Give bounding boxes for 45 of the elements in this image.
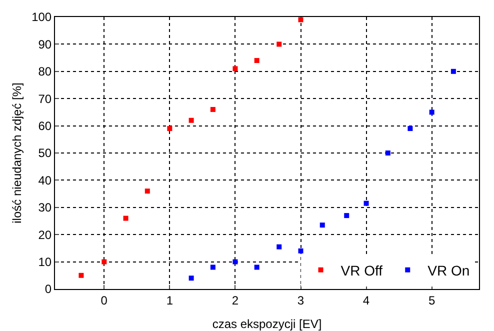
point [408,126,413,132]
point [429,110,434,115]
x-tick-label: 4 [362,293,370,308]
point [276,42,282,47]
point [188,118,194,123]
point [167,126,172,132]
point [210,106,216,112]
point [144,188,150,194]
point [254,58,260,64]
y-tick-label: 100 [32,10,52,24]
point [385,150,390,156]
point [254,264,260,270]
point [78,272,84,278]
point [320,222,325,228]
point [210,264,216,270]
y-tick-label: 70 [38,92,52,106]
y-tick-label: 20 [38,228,52,242]
point [232,259,238,264]
y-tick-label: 40 [38,173,52,188]
point [276,244,282,250]
x-tick-label: 1 [166,293,174,308]
point [298,248,304,254]
y-tick-label: 30 [38,200,52,215]
point [298,17,304,22]
point [102,259,107,264]
x-axis-title: czas ekspozycji [EV] [212,317,322,331]
y-tick-label: 60 [38,119,52,133]
x-tick-label: 2 [232,293,239,308]
legend-label: VR Off [340,262,383,278]
y-tick-label: 90 [38,37,52,52]
point [188,276,194,281]
y-tick-label: 0 [44,282,52,296]
point [232,66,238,72]
point [123,216,128,221]
point [450,68,456,74]
y-tick-label: 10 [38,255,52,269]
y-axis-title: ilość nieudanych zdjęć [%] [10,82,24,224]
x-tick-label: 5 [428,293,436,308]
legend-label: VR On [428,262,470,278]
y-tick-label: 50 [38,146,52,160]
x-tick-label: 0 [100,293,108,308]
x-tick-label: 3 [297,293,304,308]
y-tick-label: 80 [38,64,52,79]
point [364,200,369,206]
point [344,213,350,218]
